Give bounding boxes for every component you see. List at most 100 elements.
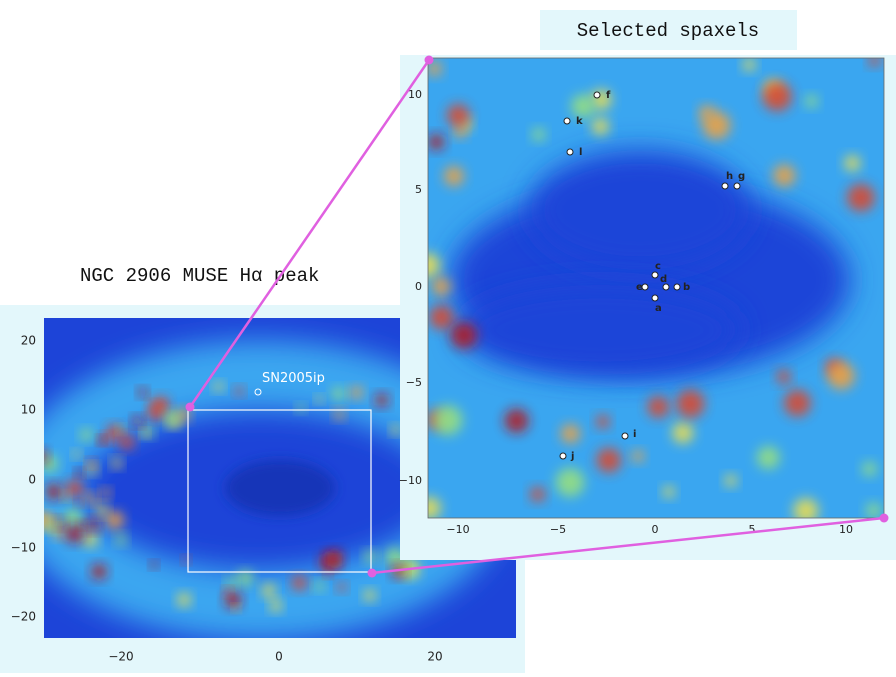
emission-blob — [844, 155, 861, 172]
emission-blob — [105, 511, 124, 529]
emission-blob — [450, 321, 478, 349]
emission-blob — [96, 503, 108, 516]
emission-blob — [148, 404, 164, 420]
emission-blob — [85, 493, 97, 504]
emission-blob — [571, 94, 595, 119]
emission-blob — [429, 305, 454, 330]
emission-blob — [61, 492, 70, 500]
y-tick-label: −5 — [406, 376, 422, 389]
emission-blob — [138, 388, 148, 397]
emission-blob — [87, 464, 98, 475]
zoom-map — [428, 58, 884, 518]
emission-blob — [111, 458, 122, 469]
x-tick-label: 10 — [839, 523, 853, 536]
emission-blob — [375, 393, 389, 407]
emission-blob — [224, 591, 242, 609]
emission-blob — [55, 517, 66, 529]
emission-blob — [177, 593, 191, 607]
spaxel-label: j — [570, 451, 574, 462]
spaxel-marker — [721, 182, 729, 190]
emission-blob — [391, 425, 401, 435]
emission-blob — [223, 588, 232, 596]
caption-background — [65, 255, 400, 295]
emission-blob — [46, 519, 58, 532]
emission-blob — [177, 408, 190, 422]
spaxel-marker — [651, 271, 659, 279]
emission-blob — [662, 485, 675, 498]
emission-blob — [555, 467, 585, 497]
connector — [371, 516, 885, 575]
spaxel-label: d — [660, 274, 667, 285]
zoom-frame — [427, 57, 885, 519]
emission-blob — [862, 461, 877, 477]
emission-blob — [428, 61, 442, 76]
emission-blob — [262, 584, 276, 597]
emission-blob — [324, 571, 332, 578]
emission-blob — [86, 518, 99, 532]
spaxel-marker — [563, 117, 571, 125]
emission-blob — [269, 599, 282, 612]
emission-blob — [132, 416, 143, 426]
emission-blob — [560, 424, 581, 444]
spaxel-marker — [559, 452, 567, 460]
emission-blob — [326, 550, 343, 567]
emission-blob — [446, 104, 470, 127]
y-tick-label: 0 — [28, 473, 36, 487]
x-tick-label: −10 — [446, 523, 469, 536]
emission-blob — [350, 386, 363, 399]
emission-blob — [756, 446, 780, 470]
emission-blob — [233, 605, 240, 612]
sn-marker — [254, 388, 262, 396]
y-tick-label: 20 — [21, 334, 36, 348]
emission-blob — [702, 111, 731, 140]
emission-blob — [454, 126, 467, 139]
emission-blob — [73, 450, 81, 459]
emission-blob — [164, 411, 180, 426]
emission-blob — [315, 395, 323, 403]
emission-blob — [391, 564, 405, 578]
x-tick-label: 0 — [275, 650, 283, 664]
emission-blob — [44, 450, 47, 462]
y-tick-label: −10 — [11, 541, 36, 555]
emission-blob — [847, 183, 875, 212]
emission-blob — [334, 409, 345, 420]
emission-blob — [364, 589, 376, 602]
emission-blob — [647, 396, 670, 418]
emission-blob — [868, 58, 881, 67]
emission-blob — [783, 389, 811, 417]
emission-blob — [53, 527, 65, 539]
emission-blob — [672, 422, 694, 444]
connector-dot — [367, 568, 377, 578]
emission-blob — [46, 483, 62, 500]
emission-blob — [591, 117, 610, 136]
emission-blob — [793, 498, 819, 518]
emission-blob — [776, 369, 791, 384]
connector-dot — [424, 55, 434, 65]
emission-blob — [532, 128, 546, 141]
emission-blob — [141, 429, 149, 437]
spaxel-label: f — [606, 90, 611, 101]
y-tick-label: −10 — [399, 474, 422, 487]
emission-blob — [428, 496, 441, 518]
zoom-box — [187, 409, 372, 573]
emission-blob — [337, 582, 347, 592]
emission-blob — [596, 415, 610, 429]
title: Selected spaxels — [577, 20, 759, 42]
emission-blob — [78, 521, 85, 529]
spaxel-label: a — [655, 303, 662, 314]
spaxel-label: c — [655, 261, 661, 272]
x-tick-label: 5 — [749, 523, 756, 536]
emission-blob — [385, 548, 404, 566]
emission-blob — [213, 382, 224, 392]
x-tick-label: −5 — [550, 523, 566, 536]
x-tick-label: 20 — [427, 650, 442, 664]
emission-blob — [75, 500, 82, 507]
x-tick-label: 0 — [652, 523, 659, 536]
y-tick-label: −20 — [11, 610, 36, 624]
sn-label: SN2005ip — [262, 371, 325, 386]
emission-blob — [66, 480, 83, 497]
emission-blob — [65, 525, 84, 543]
spaxel-label: b — [683, 282, 690, 293]
emission-blob — [827, 362, 855, 390]
spaxel-label: h — [726, 171, 733, 182]
